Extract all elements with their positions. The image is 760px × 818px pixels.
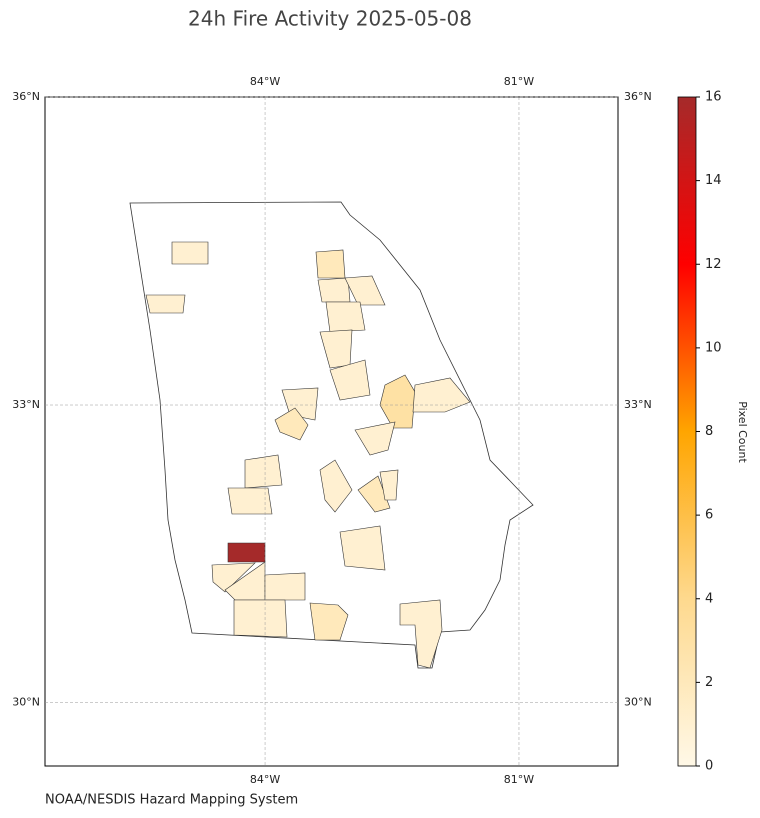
county: [344, 275, 386, 306]
county: [319, 459, 353, 513]
county: [233, 599, 288, 638]
county: [339, 525, 386, 571]
colorbar-tick-label: 8: [705, 424, 713, 439]
y-tick-label: 30°N: [624, 696, 652, 709]
y-tick-label: 33°N: [12, 398, 40, 411]
county: [315, 249, 346, 279]
map: [129, 201, 534, 669]
x-tick-label: 81°W: [504, 773, 534, 786]
colorbar-tick-label: 16: [705, 90, 722, 105]
colorbar: [677, 96, 697, 767]
colorbar-tick-label: 12: [705, 257, 722, 272]
county: [354, 421, 396, 456]
colorbar-label: Pixel Count: [736, 401, 749, 463]
title: 24h Fire Activity 2025-05-08: [188, 7, 472, 31]
county: [399, 599, 443, 669]
county: [244, 454, 283, 489]
colorbar-tick-label: 2: [705, 675, 713, 690]
county: [145, 294, 186, 314]
colorbar-tick-label: 0: [705, 759, 713, 774]
colorbar-tick-label: 6: [705, 508, 713, 523]
y-tick-label: 36°N: [624, 90, 652, 103]
county: [329, 359, 371, 401]
county: [171, 241, 209, 265]
county: [412, 377, 471, 413]
county: [317, 277, 351, 303]
county: [227, 542, 266, 563]
x-tick-label: 81°W: [504, 75, 534, 88]
county: [325, 301, 366, 333]
county: [274, 407, 309, 441]
colorbar-tick-label: 10: [705, 340, 722, 355]
y-tick-label: 30°N: [12, 696, 40, 709]
county: [309, 602, 349, 641]
y-tick-label: 33°N: [624, 398, 652, 411]
source: NOAA/NESDIS Hazard Mapping System: [45, 793, 298, 808]
colorbar-tick-label: 14: [705, 173, 722, 188]
colorbar-tick-label: 4: [705, 591, 713, 606]
county: [227, 487, 273, 515]
county: [211, 562, 256, 593]
county: [379, 469, 399, 501]
y-tick-label: 36°N: [12, 90, 40, 103]
x-tick-label: 84°W: [250, 75, 280, 88]
x-tick-label: 84°W: [250, 773, 280, 786]
county: [357, 475, 391, 513]
county: [264, 572, 306, 601]
